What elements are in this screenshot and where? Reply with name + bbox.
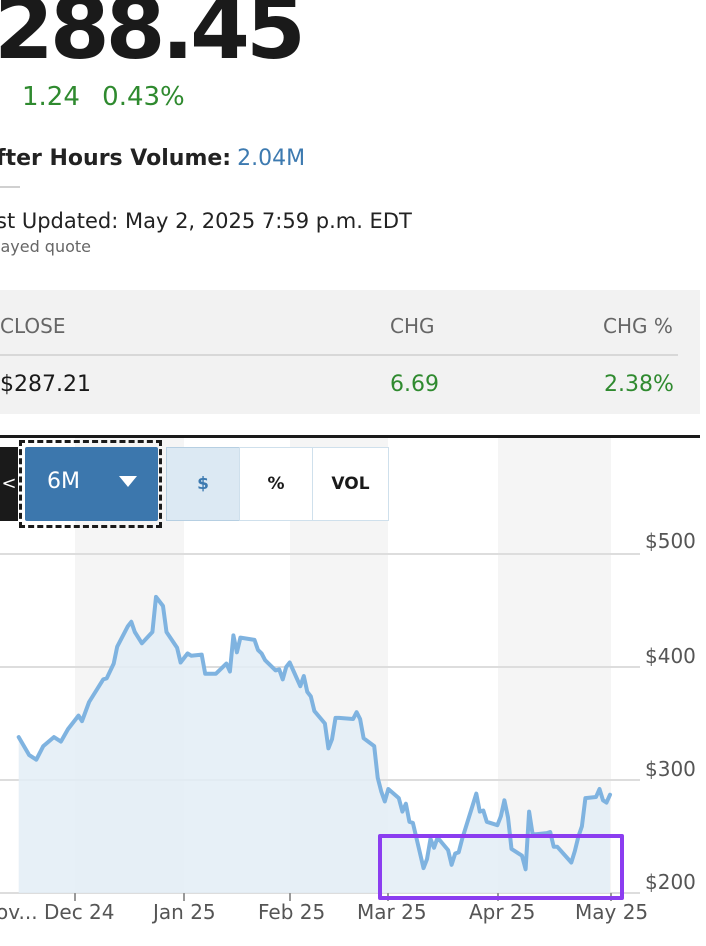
chevron-down-icon — [119, 476, 137, 487]
price-change-row: 1.24 0.43% — [22, 82, 199, 112]
after-hours-volume: fter Hours Volume: 2.04M — [0, 146, 305, 171]
table-divider — [0, 354, 678, 356]
after-hours-label: fter Hours Volume: — [0, 146, 232, 171]
price-area-fill — [18, 596, 610, 893]
mode-volume-button[interactable]: VOL — [312, 447, 389, 521]
after-hours-value: 2.04M — [237, 146, 306, 171]
x-tick-label: Dec 24 — [44, 900, 115, 924]
divider — [0, 186, 20, 188]
highlight-box — [378, 834, 624, 900]
period-label: 6M — [47, 469, 80, 494]
x-tick-label: ov... — [0, 900, 38, 924]
chart-top-border — [0, 435, 700, 438]
price-change: 1.24 — [22, 82, 80, 112]
y-tick-label: $500 — [645, 529, 696, 553]
cell-chg: 6.69 — [390, 372, 439, 397]
delayed-quote-note: layed quote — [0, 237, 92, 256]
x-tick-label: Mar 25 — [357, 900, 427, 924]
mode-dollar-button[interactable]: $ — [166, 447, 240, 521]
close-summary-table: CLOSE CHG CHG % $287.21 6.69 2.38% — [0, 290, 700, 414]
x-tick-label: Jan 25 — [153, 900, 216, 924]
price-line — [16, 594, 612, 872]
cell-chg-percent: 2.38% — [604, 372, 674, 397]
header-close: CLOSE — [0, 314, 66, 338]
header-chg: CHG — [390, 314, 435, 338]
period-dropdown[interactable]: 6M — [25, 447, 158, 521]
focus-ring — [19, 440, 162, 528]
chart-prev-button[interactable]: < — [0, 447, 18, 521]
mode-percent-button[interactable]: % — [239, 447, 313, 521]
last-price: 288.45 — [0, 0, 306, 79]
y-tick-label: $200 — [645, 870, 696, 894]
x-tick-label: Feb 25 — [258, 900, 326, 924]
x-tick-label: Apr 25 — [469, 900, 536, 924]
header-chg-percent: CHG % — [603, 314, 673, 338]
y-tick-label: $300 — [645, 757, 696, 781]
y-tick-label: $400 — [645, 644, 696, 668]
last-updated: st Updated: May 2, 2025 7:59 p.m. EDT — [0, 209, 412, 233]
cell-close: $287.21 — [0, 372, 91, 397]
price-change-percent: 0.43% — [102, 82, 185, 112]
x-tick-label: May 25 — [575, 900, 649, 924]
